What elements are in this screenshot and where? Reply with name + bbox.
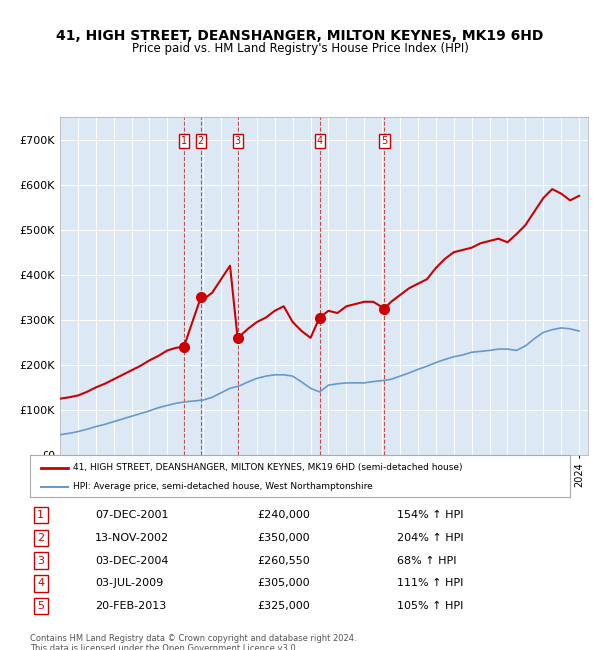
Text: 03-DEC-2004: 03-DEC-2004 (95, 556, 168, 566)
Text: 68% ↑ HPI: 68% ↑ HPI (397, 556, 457, 566)
Text: HPI: Average price, semi-detached house, West Northamptonshire: HPI: Average price, semi-detached house,… (73, 482, 373, 491)
Text: 1: 1 (37, 510, 44, 520)
Text: 3: 3 (37, 556, 44, 566)
Text: 3: 3 (235, 136, 241, 146)
Text: 5: 5 (37, 601, 44, 611)
Text: 204% ↑ HPI: 204% ↑ HPI (397, 533, 464, 543)
Text: 07-DEC-2001: 07-DEC-2001 (95, 510, 168, 520)
Text: £260,550: £260,550 (257, 556, 310, 566)
Text: 1: 1 (181, 136, 187, 146)
Text: 111% ↑ HPI: 111% ↑ HPI (397, 578, 464, 588)
Text: 5: 5 (382, 136, 388, 146)
Text: £305,000: £305,000 (257, 578, 310, 588)
Text: 4: 4 (316, 136, 323, 146)
Text: £240,000: £240,000 (257, 510, 310, 520)
Text: 2: 2 (37, 533, 44, 543)
Text: £325,000: £325,000 (257, 601, 310, 611)
Text: 20-FEB-2013: 20-FEB-2013 (95, 601, 166, 611)
Text: 154% ↑ HPI: 154% ↑ HPI (397, 510, 464, 520)
Text: 2: 2 (198, 136, 204, 146)
Text: 41, HIGH STREET, DEANSHANGER, MILTON KEYNES, MK19 6HD (semi-detached house): 41, HIGH STREET, DEANSHANGER, MILTON KEY… (73, 463, 463, 472)
Text: 4: 4 (37, 578, 44, 588)
Text: 105% ↑ HPI: 105% ↑ HPI (397, 601, 464, 611)
Text: £350,000: £350,000 (257, 533, 310, 543)
Text: Price paid vs. HM Land Registry's House Price Index (HPI): Price paid vs. HM Land Registry's House … (131, 42, 469, 55)
Text: 03-JUL-2009: 03-JUL-2009 (95, 578, 163, 588)
Text: Contains HM Land Registry data © Crown copyright and database right 2024.
This d: Contains HM Land Registry data © Crown c… (30, 634, 356, 650)
Text: 13-NOV-2002: 13-NOV-2002 (95, 533, 169, 543)
Text: 41, HIGH STREET, DEANSHANGER, MILTON KEYNES, MK19 6HD: 41, HIGH STREET, DEANSHANGER, MILTON KEY… (56, 29, 544, 44)
